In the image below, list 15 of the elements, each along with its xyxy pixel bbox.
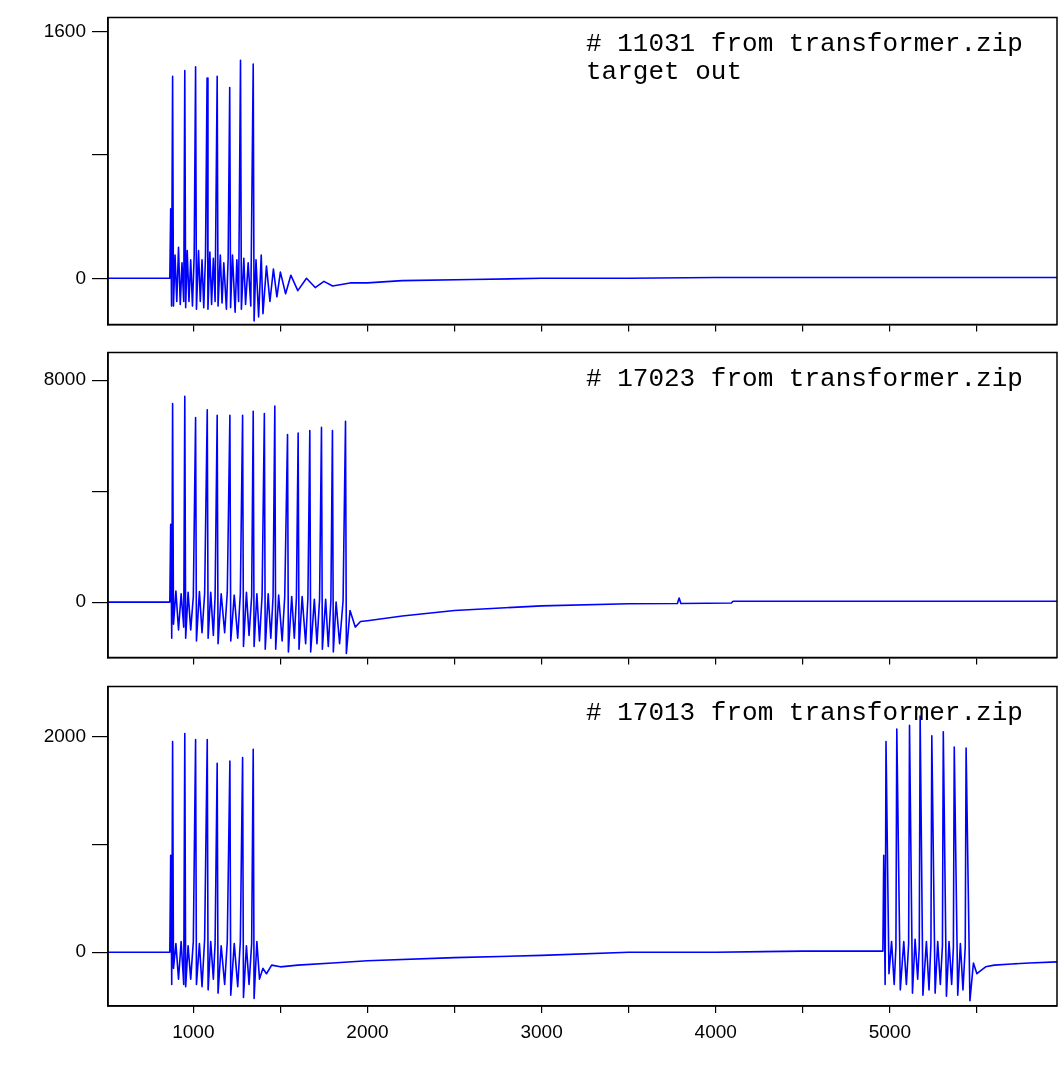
y-tick-label: 1600	[43, 19, 86, 41]
x-tick-label: 1000	[172, 1020, 215, 1042]
annotation: target out	[586, 57, 743, 88]
annotation: # 17013 from transformer.zip	[586, 698, 1023, 729]
y-tick-label: 8000	[43, 368, 86, 390]
y-tick-label: 2000	[43, 725, 86, 747]
annotation: # 11031 from transformer.zip	[586, 29, 1023, 60]
y-tick-label: 0	[75, 266, 86, 288]
x-tick-label: 5000	[868, 1020, 911, 1042]
x-tick-label: 3000	[520, 1020, 563, 1042]
y-tick-label: 0	[75, 590, 86, 612]
annotation: # 17023 from transformer.zip	[586, 364, 1023, 395]
x-tick-label: 4000	[694, 1020, 737, 1042]
x-tick-label: 2000	[346, 1020, 389, 1042]
y-tick-label: 0	[75, 940, 86, 962]
